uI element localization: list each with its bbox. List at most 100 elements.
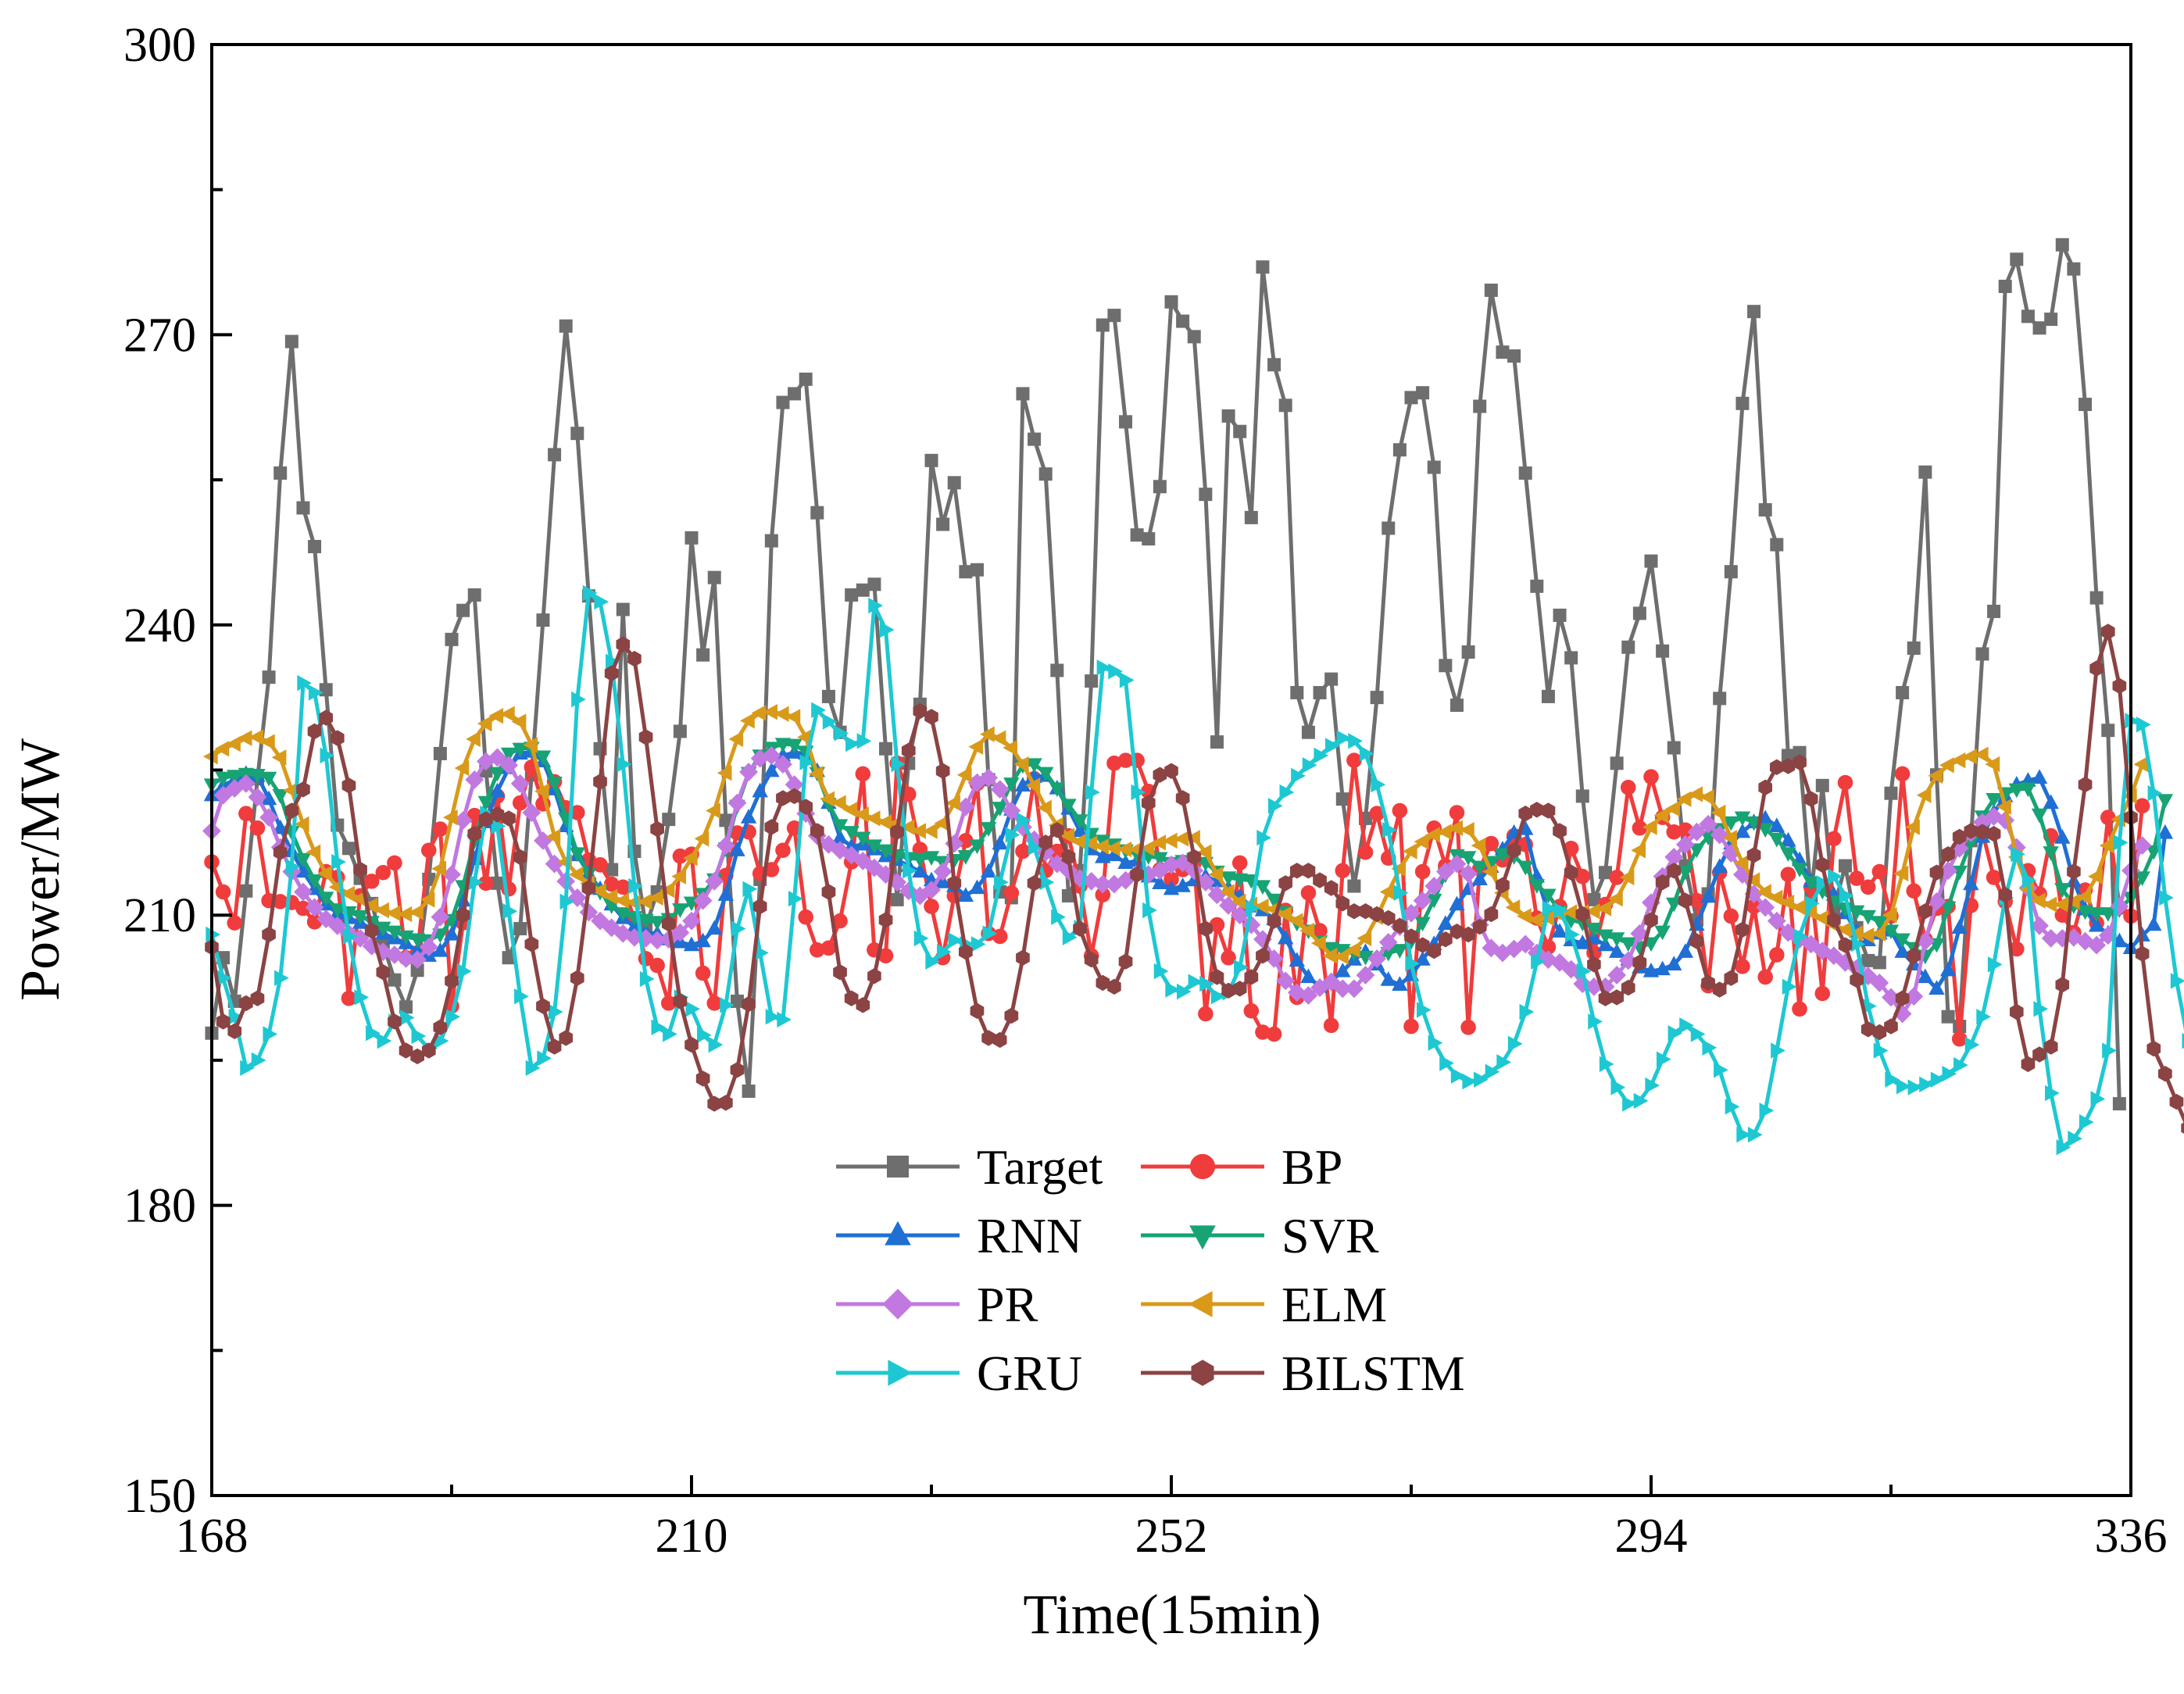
data-point-gru-28 (525, 1060, 541, 1077)
data-point-pr-23 (465, 770, 484, 789)
data-point-target-46 (730, 994, 744, 1008)
data-point-bilstm-68 (981, 1030, 995, 1046)
data-point-target-44 (707, 570, 721, 584)
data-point-target-162 (2055, 238, 2069, 252)
data-point-bp-27 (512, 795, 528, 811)
data-point-target-32 (570, 427, 584, 441)
data-point-gru-91 (1245, 900, 1260, 917)
data-point-elm-136 (1757, 884, 1771, 900)
legend-item-pr: PR (836, 1277, 1038, 1332)
data-point-pr-40 (659, 930, 678, 949)
data-point-bilstm-89 (1221, 982, 1235, 999)
data-point-elm-51 (785, 709, 801, 725)
data-point-gru-111 (1474, 1071, 1489, 1088)
data-point-gru-135 (1747, 1127, 1763, 1143)
data-point-gru-106 (1416, 1002, 1432, 1018)
data-point-bilstm-59 (878, 912, 893, 928)
data-point-gru-131 (1702, 1039, 1718, 1056)
data-point-elm-108 (1436, 824, 1452, 840)
data-point-rnn-44 (706, 920, 723, 935)
data-point-elm-160 (2030, 892, 2046, 909)
data-point-bilstm-17 (399, 1042, 413, 1059)
data-point-target-8 (296, 501, 310, 515)
data-point-svr-146 (1871, 916, 1888, 931)
data-point-svr-116 (1528, 879, 1546, 894)
data-point-pr-54 (819, 834, 838, 854)
data-point-bilstm-86 (1187, 849, 1202, 866)
data-point-bilstm-21 (445, 973, 459, 989)
data-point-pr-22 (453, 810, 473, 830)
data-point-target-43 (696, 648, 710, 662)
data-point-bp-93 (1266, 1026, 1282, 1042)
data-point-bilstm-30 (547, 1038, 562, 1055)
data-point-bilstm-130 (1689, 933, 1704, 949)
data-point-gru-64 (936, 944, 952, 960)
data-point-bp-128 (1666, 824, 1682, 840)
data-point-svr-144 (1848, 905, 1865, 920)
data-point-target-21 (445, 632, 459, 646)
data-point-bilstm-148 (1895, 990, 1910, 1006)
data-point-gru-58 (868, 597, 883, 614)
data-point-gru-136 (1759, 1103, 1775, 1119)
data-point-bilstm-171 (2158, 1066, 2172, 1082)
data-point-bilstm-43 (695, 1070, 710, 1087)
data-point-bp-126 (1643, 769, 1659, 784)
data-point-bilstm-16 (388, 1013, 402, 1030)
data-point-bilstm-108 (1439, 931, 1453, 948)
data-point-elm-54 (820, 791, 835, 807)
data-point-elm-166 (2099, 837, 2114, 854)
data-point-bilstm-58 (867, 968, 881, 985)
data-point-bp-32 (570, 805, 585, 820)
data-point-target-106 (1416, 386, 1430, 400)
data-point-bilstm-141 (1815, 856, 1830, 873)
data-point-bilstm-170 (2146, 1040, 2161, 1057)
legend-item-rnn: RNN (836, 1208, 1082, 1263)
data-point-target-124 (1621, 640, 1635, 654)
data-point-svr-120 (1575, 917, 1591, 932)
data-point-svr-161 (2043, 846, 2059, 861)
data-point-elm-71 (1013, 756, 1029, 773)
data-point-elm-82 (1139, 840, 1155, 856)
data-point-gru-83 (1153, 963, 1169, 980)
data-point-pr-45 (716, 836, 735, 855)
data-point-gru-108 (1439, 1055, 1454, 1071)
data-point-bp-79 (1106, 756, 1122, 771)
data-point-svr-18 (409, 933, 426, 949)
data-point-rnn-127 (1654, 960, 1671, 976)
data-point-gru-113 (1496, 1054, 1512, 1070)
data-point-bp-162 (2054, 907, 2071, 923)
data-point-bilstm-150 (1918, 903, 1932, 920)
data-point-elm-14 (363, 897, 378, 914)
data-point-elm-61 (899, 819, 915, 835)
data-point-elm-147 (1882, 907, 1897, 924)
data-point-gru-8 (297, 674, 313, 692)
data-point-elm-137 (1768, 889, 1783, 906)
data-point-target-9 (308, 540, 322, 554)
data-point-rnn-49 (763, 762, 780, 777)
data-point-svr-10 (317, 892, 334, 906)
data-point-pr-106 (1413, 891, 1432, 910)
data-point-bp-148 (1894, 766, 1911, 782)
data-point-elm-96 (1299, 922, 1315, 939)
data-point-pr-56 (842, 845, 861, 865)
data-point-target-115 (1518, 466, 1532, 480)
data-point-bilstm-112 (1484, 906, 1499, 923)
data-point-bilstm-152 (1941, 846, 1955, 863)
data-point-gru-134 (1736, 1127, 1752, 1143)
data-point-pr-130 (1687, 822, 1707, 842)
data-point-bilstm-64 (935, 763, 950, 779)
data-point-rnn-128 (1666, 956, 1682, 970)
data-point-target-63 (924, 453, 938, 467)
data-point-gru-126 (1645, 1077, 1660, 1094)
data-point-svr-57 (855, 831, 871, 847)
data-point-gru-11 (331, 853, 346, 870)
data-point-gru-103 (1382, 822, 1397, 838)
data-point-elm-114 (1505, 899, 1521, 916)
legend-item-bilstm: BILSTM (1141, 1346, 1465, 1401)
data-point-bp-44 (706, 995, 723, 1011)
data-point-rnn-106 (1414, 951, 1431, 966)
data-point-pr-90 (1230, 906, 1249, 925)
data-point-gru-6 (274, 970, 289, 986)
data-point-pr-83 (1150, 861, 1170, 881)
data-point-target-40 (662, 813, 676, 827)
